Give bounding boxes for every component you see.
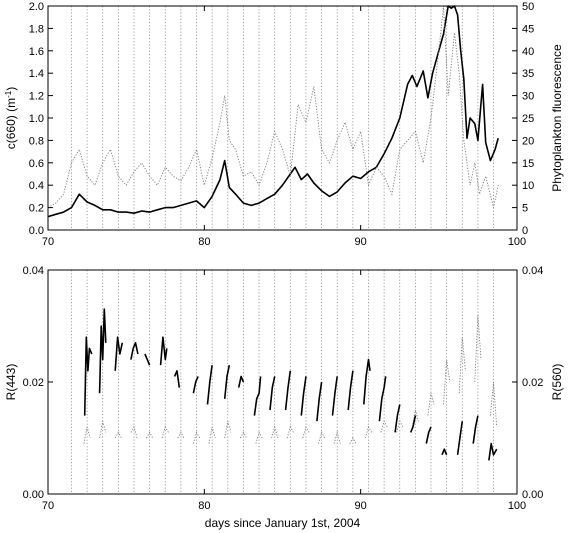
panel1-y2-tick-label: 30 [522,91,534,103]
panel1-y2-tick-label: 20 [522,135,534,147]
panel1-y2-tick-label: 5 [522,203,528,215]
panel2-r443-segment [284,370,292,411]
panel2-r443-segment [316,381,323,422]
panel1-y2-tick-label: 25 [522,113,534,125]
panel2-r443-segment [472,415,479,444]
panel2-x-label: days since January 1st, 2004 [205,516,361,530]
panel2-x-tick-label: 80 [198,500,210,512]
panel2-r443-segment [223,365,231,399]
panel1-y-tick-label: 1.4 [29,68,44,80]
panel2-y-tick-label: 0.00 [23,489,44,501]
panel1-x-tick-label: 70 [42,236,54,248]
panel2-r443-segment [409,415,417,433]
panel2-r560-segment [443,359,451,405]
panel2-r443-segment [98,308,107,394]
panel2-r560-segment [333,430,341,444]
panel2-r560-segment [239,431,247,439]
panel2-y2-tick-label: 0.04 [522,265,543,277]
panel1-series-left-solid [47,5,499,218]
panel2-r560-segment [114,431,122,439]
panel1-y2-tick-label: 40 [522,46,534,58]
panel2-r443-segment [144,353,151,366]
panel2-r443-segment [378,376,387,422]
panel2-r443-segment [488,442,498,461]
panel2-x-tick-label: 100 [508,500,526,512]
panel2-r443-segment [269,376,276,411]
panel1-y2-tick-label: 0 [522,225,528,237]
panel2-r560-segment [286,425,294,439]
panel2-r560-segment [364,425,372,439]
panel2-r443-segment [206,365,213,405]
panel2-r560-segment [130,425,138,439]
panel1-y-tick-label: 0.8 [29,135,44,147]
panel1-x-tick-label: 80 [198,236,210,248]
panel2-r560-segment [302,425,310,439]
panel2-r560-segment [427,393,435,416]
panel1-y-tick-label: 0.6 [29,158,44,170]
panel2-x-tick-label: 70 [42,500,54,512]
panel2-r560-segment [318,431,326,444]
panel2-r560-segment [411,409,419,427]
panel2-y-tick-label: 0.02 [23,377,44,389]
panel2-r560-segment [349,437,357,444]
panel2-r443-segment [114,336,124,371]
panel2-r560-segment [177,431,185,439]
panel1-y2-tick-label: 15 [522,158,534,170]
panel2-y2-tick-label: 0.02 [522,377,543,389]
panel2-r560-segment [271,425,279,439]
panel2-r560-segment [474,314,482,383]
panel1-y-tick-label: 1.0 [29,113,44,125]
panel2-r443-segment [130,341,139,360]
panel1-y2-tick-label: 10 [522,180,534,192]
panel2-r560-segment [380,420,388,433]
panel1-y-tick-label: 0.2 [29,203,44,215]
panel2-r443-segment [347,370,354,411]
panel2-y-tick-label: 0.04 [23,265,44,277]
panel2-r560-segment [255,431,263,444]
panel2-y2-label: R(560) [550,364,564,401]
panel2-r443-segment [331,376,338,416]
panel1-y2-tick-label: 35 [522,68,534,80]
panel2-r560-segment [161,425,169,439]
panel2-r443-segment [300,376,307,416]
panel1-y-label: c(660) (m-1) [4,87,19,149]
panel1-x-tick-label: 100 [508,236,526,248]
panel2-r443-segment [83,336,93,416]
panel2-r443-segment [253,376,262,416]
panel2-r560-segment [192,431,200,444]
panel2-r560-segment [83,426,91,444]
panel1-y-tick-label: 0.4 [29,180,44,192]
panel2-x-tick-label: 90 [355,500,367,512]
panel1-series-right-dotted [47,5,499,208]
panel2-r560-segment [224,421,232,439]
panel2-r560-segment [146,431,154,439]
panel1-y-tick-label: 2.0 [29,1,44,13]
panel2-r443-segment [425,426,432,444]
panel1-y2-tick-label: 50 [522,1,534,13]
panel2-r443-segment [159,336,168,366]
panel2-r560-segment [396,420,404,433]
panel2-r443-segment [173,369,181,388]
panel2-r443-segment [394,404,401,433]
panel2-r443-segment [363,358,371,405]
panel1-y-tick-label: 1.8 [29,23,44,35]
panel2-y2-tick-label: 0.00 [522,489,543,501]
panel1-y-tick-label: 0.0 [29,225,44,237]
panel1-y-tick-label: 1.2 [29,91,44,103]
panel2-r560-segment [458,337,466,394]
panel2-r443-segment [192,376,199,394]
panel2-r443-segment [456,421,464,455]
panel2-y-label: R(443) [4,364,18,401]
panel2-r560-segment [208,426,216,444]
panel1-y2-label: Phytoplankton fluorescence [550,44,564,192]
panel1-y2-tick-label: 45 [522,23,534,35]
panel1-y-tick-label: 1.6 [29,46,44,58]
panel2-r560-segment [99,421,107,439]
panel1-x-tick-label: 90 [355,236,367,248]
panel2-r560-segment [489,381,498,427]
panel2-r443-segment [441,448,448,456]
panel2-r443-segment [237,375,245,388]
